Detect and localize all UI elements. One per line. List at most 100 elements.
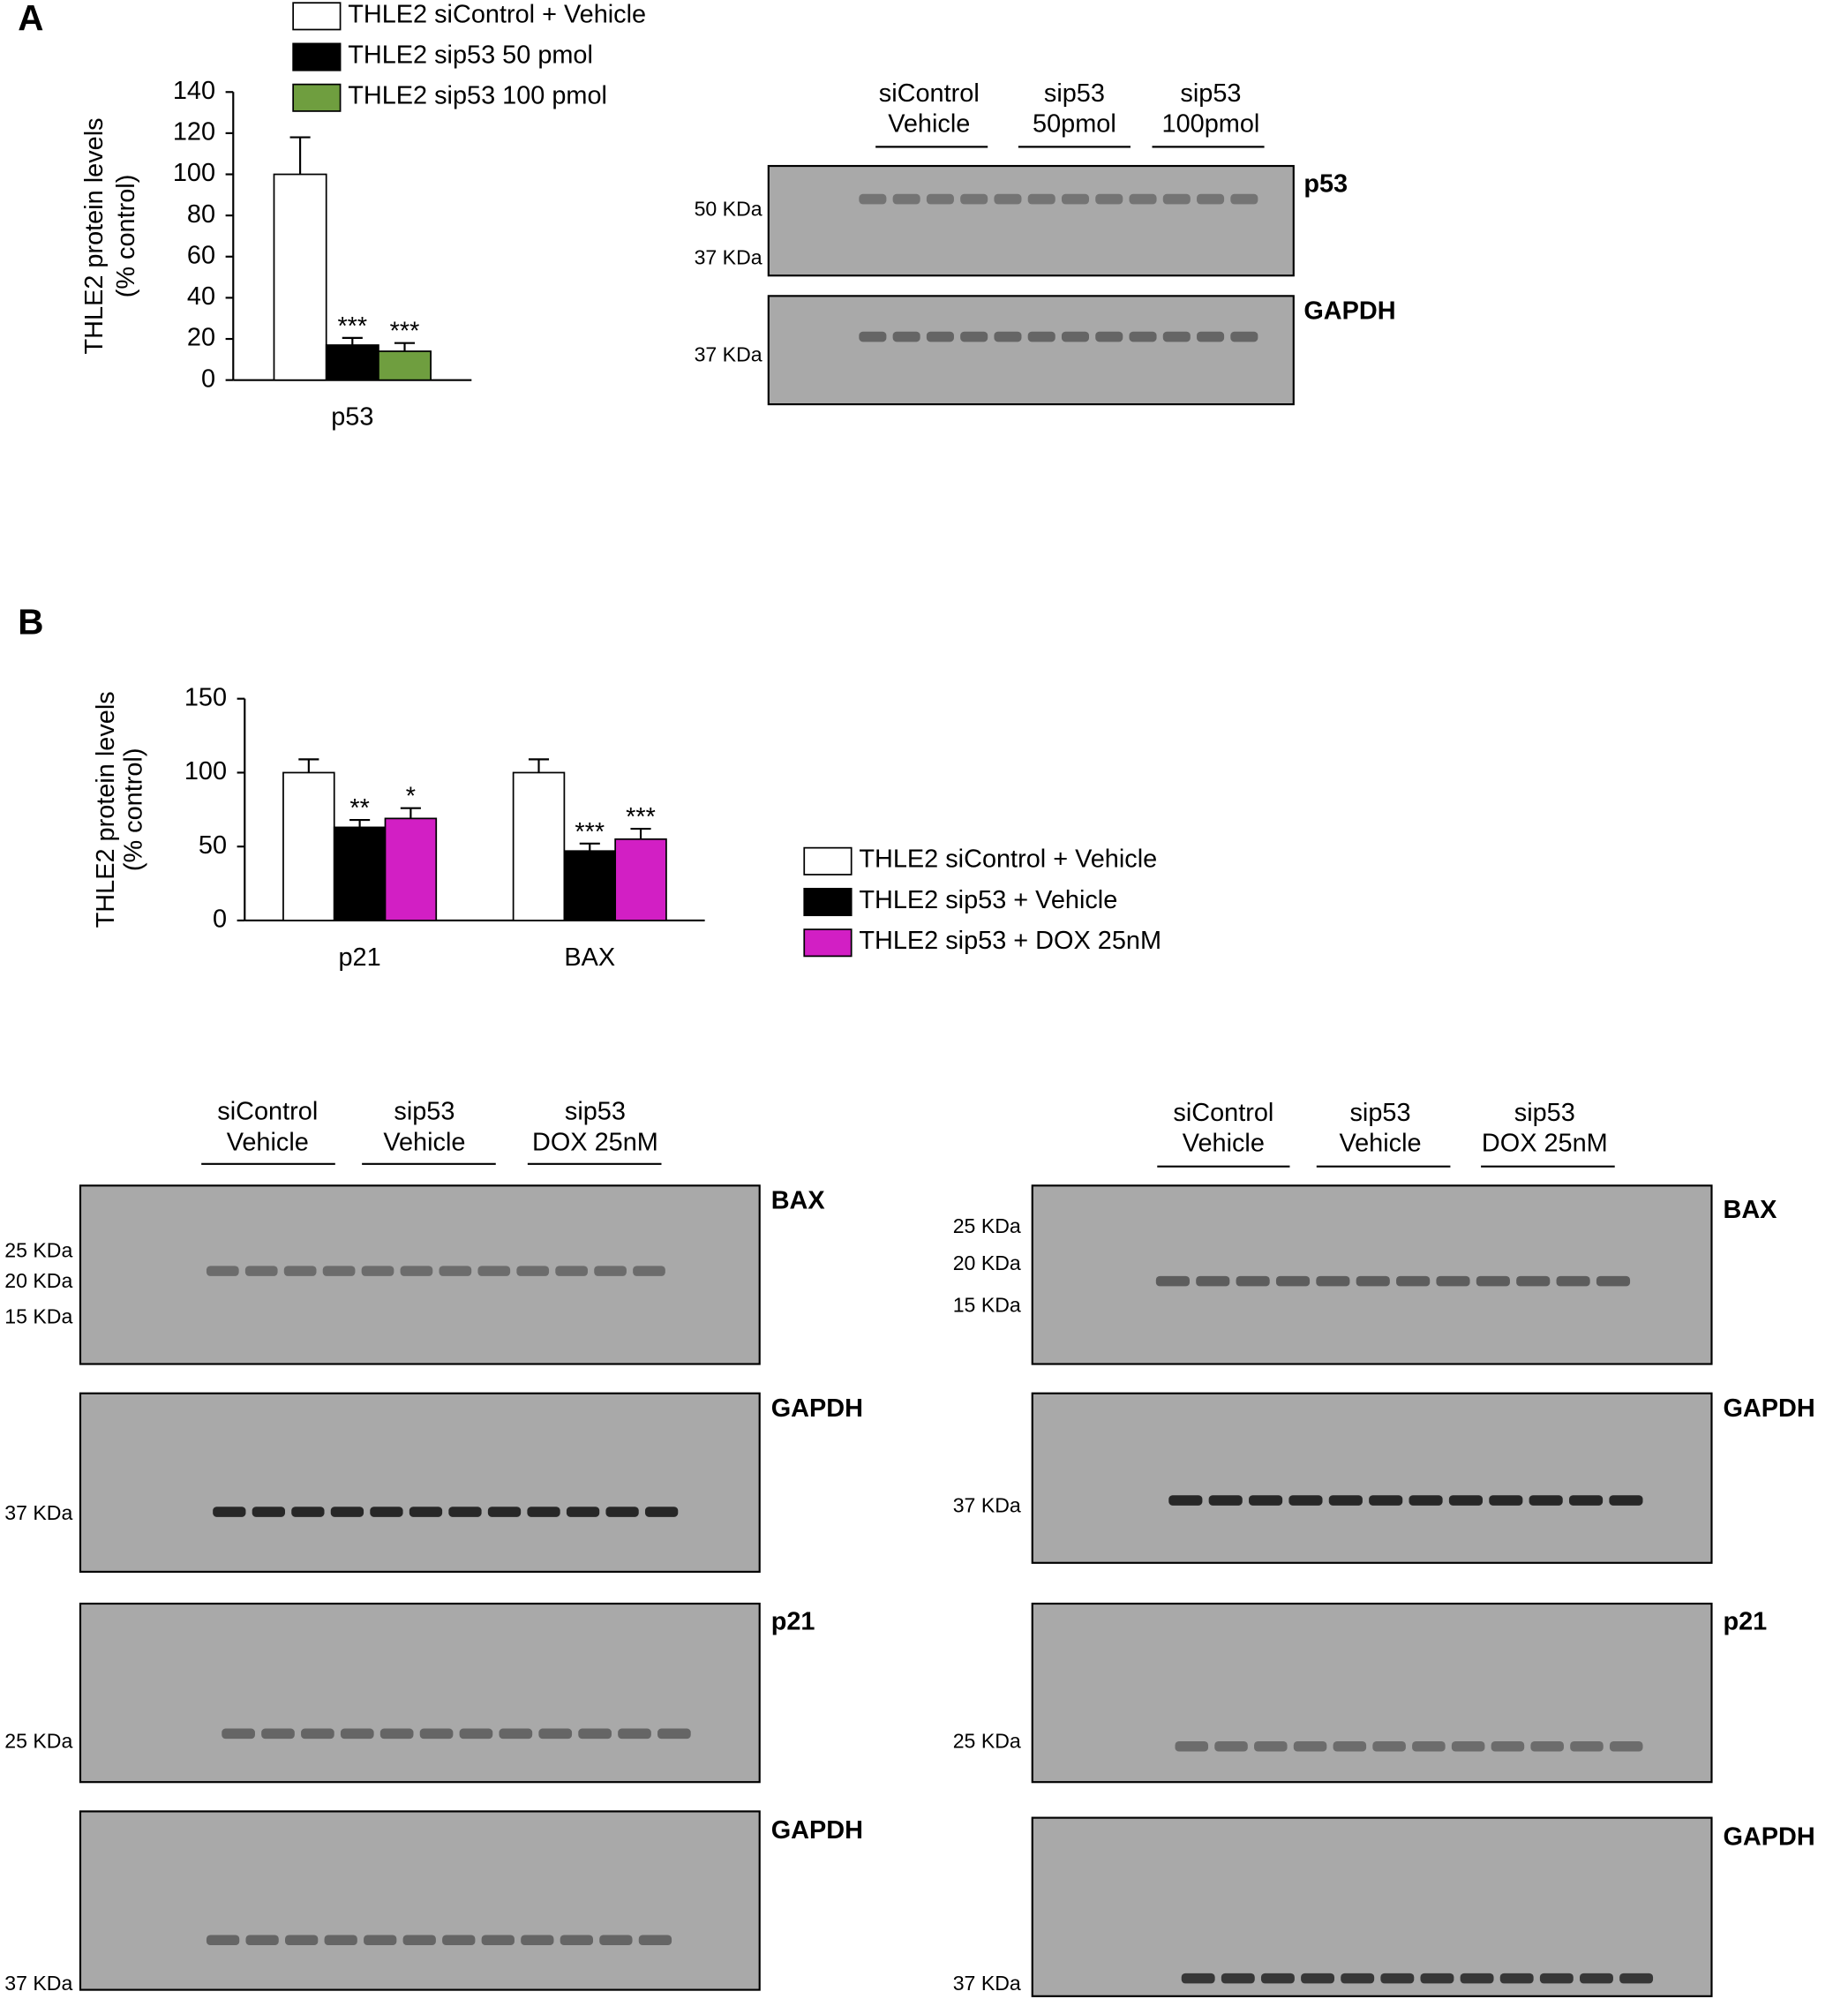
bar — [333, 826, 387, 921]
blot-band — [1609, 1495, 1643, 1506]
size-marker: 25 KDa — [4, 1239, 72, 1262]
blot-band — [1293, 1740, 1327, 1752]
size-marker: 37 KDa — [953, 1972, 1021, 1995]
blot-band — [361, 1266, 394, 1276]
blot-band — [448, 1507, 482, 1517]
size-marker: 50 KDa — [695, 198, 762, 221]
legend-swatch — [292, 42, 342, 71]
blot-image — [1031, 1816, 1713, 1997]
significance: *** — [337, 312, 367, 341]
lane-group-label: Vehicle — [1183, 1130, 1265, 1158]
error-bar — [349, 818, 371, 828]
y-tick-label: 150 — [184, 683, 227, 711]
protein-name: BAX — [771, 1187, 825, 1215]
protein-name: p21 — [1723, 1607, 1767, 1635]
blot-band — [1356, 1275, 1390, 1287]
lane-group-label: sip53 — [565, 1098, 626, 1126]
blot-band — [291, 1507, 325, 1517]
blot-band — [322, 1266, 356, 1276]
blot-band — [400, 1266, 433, 1276]
blot-band — [499, 1728, 533, 1740]
blot-band — [1175, 1740, 1209, 1752]
protein-name: p53 — [1303, 169, 1348, 198]
blot-image — [1031, 1184, 1713, 1365]
significance: *** — [575, 818, 605, 846]
protein-name: p21 — [771, 1607, 815, 1635]
blot-band — [1196, 1275, 1230, 1287]
blot-band — [324, 1935, 357, 1946]
blot-band — [1249, 1495, 1283, 1506]
blot-band — [252, 1507, 286, 1517]
blot-band — [1436, 1275, 1470, 1287]
bar — [378, 350, 432, 381]
bar — [273, 173, 327, 381]
x-tick-label: p53 — [331, 403, 373, 432]
blot-band — [370, 1507, 403, 1517]
blot-band — [633, 1266, 665, 1276]
error-bar — [298, 758, 319, 773]
blot-band — [1181, 1973, 1215, 1984]
blot-image — [767, 295, 1295, 406]
lane-group-label: 100pmol — [1162, 109, 1260, 138]
blot-band — [409, 1507, 443, 1517]
blot-band — [419, 1728, 454, 1740]
legend-label: THLE2 siControl + Vehicle — [348, 0, 646, 28]
lane-group-label: Vehicle — [1339, 1130, 1421, 1158]
bar — [563, 850, 617, 921]
y-axis-label: (% control) — [112, 175, 140, 298]
blot-band — [1333, 1740, 1367, 1752]
blot-image — [79, 1184, 761, 1365]
blot-band — [555, 1266, 588, 1276]
blot-band — [605, 1507, 639, 1517]
blot-band — [261, 1728, 295, 1740]
blot-band — [1409, 1495, 1443, 1506]
legend-label: THLE2 siControl + Vehicle — [859, 845, 1157, 874]
blot-band — [1197, 331, 1225, 342]
error-bar — [528, 758, 550, 773]
blot-band — [1341, 1973, 1375, 1984]
lane-group-label: sip53 — [394, 1098, 454, 1126]
blot-band — [594, 1266, 627, 1276]
size-marker: 20 KDa — [953, 1251, 1021, 1274]
blot-band — [657, 1728, 691, 1740]
protein-name: GAPDH — [771, 1816, 863, 1845]
legend-swatch — [292, 83, 342, 112]
y-tick-label: 20 — [187, 324, 215, 352]
error-bar — [630, 828, 651, 839]
y-axis-label: (% control) — [120, 748, 148, 872]
size-marker: 37 KDa — [695, 246, 762, 269]
blot-band — [1095, 331, 1123, 342]
blot-band — [1529, 1495, 1563, 1506]
blot-band — [1539, 1973, 1574, 1984]
legend-label: THLE2 sip53 50 pmol — [348, 41, 593, 69]
lane-group-label: Vehicle — [888, 109, 970, 138]
blot-band — [213, 1507, 246, 1517]
protein-name: GAPDH — [1723, 1822, 1814, 1851]
size-marker: 37 KDa — [4, 1501, 72, 1524]
blot-band — [1412, 1740, 1446, 1752]
lane-group-label: sip53 — [1044, 79, 1105, 108]
y-tick-label: 80 — [187, 200, 215, 229]
blot-band — [1162, 331, 1191, 342]
blot-band — [1596, 1275, 1631, 1287]
size-marker: 15 KDa — [4, 1305, 72, 1328]
significance: * — [406, 783, 416, 811]
blot-band — [1460, 1973, 1494, 1984]
lane-group-label: Vehicle — [227, 1128, 309, 1156]
panel-label: B — [18, 602, 43, 643]
blot-band — [521, 1935, 554, 1946]
bar — [384, 817, 438, 921]
blot-band — [892, 331, 920, 342]
blot-band — [285, 1935, 319, 1946]
blot-band — [1275, 1275, 1311, 1287]
lane-group-label: siControl — [1173, 1099, 1273, 1127]
y-tick-label: 60 — [187, 241, 215, 269]
blot-band — [1396, 1275, 1431, 1287]
lane-group-label: sip53 — [1514, 1099, 1575, 1127]
protein-name: GAPDH — [1723, 1394, 1814, 1423]
blot-band — [618, 1728, 651, 1740]
blot-image — [1031, 1602, 1713, 1784]
blot-band — [1197, 193, 1225, 205]
x-tick-label: p21 — [339, 943, 381, 972]
